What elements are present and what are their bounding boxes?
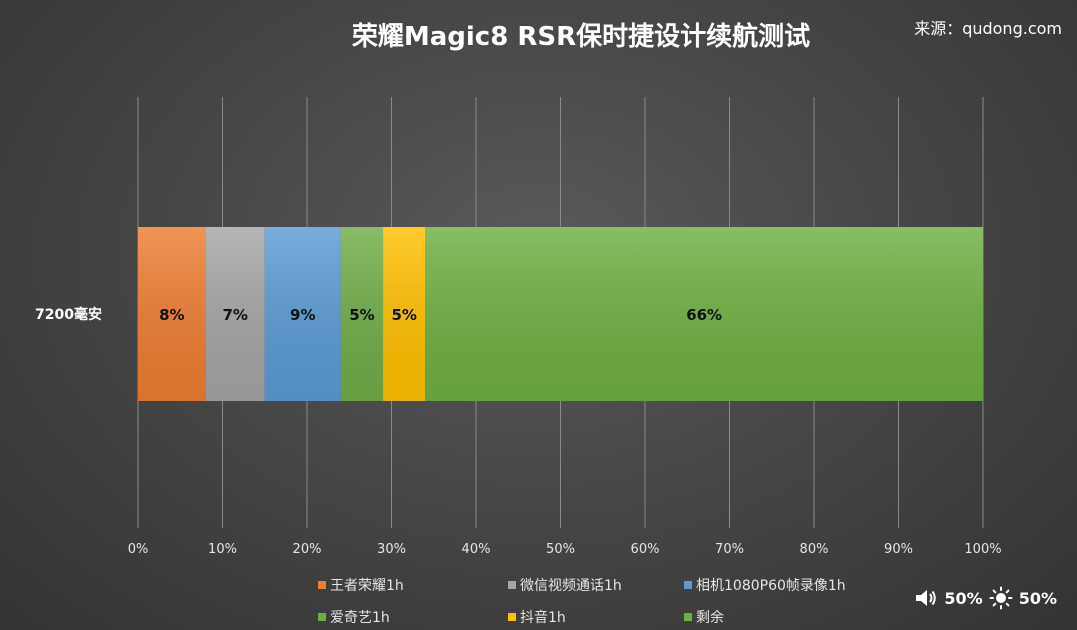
x-tick-label: 50%	[546, 542, 575, 557]
data-label: 9%	[290, 306, 315, 324]
bar-segment-shade	[264, 227, 341, 401]
legend-item: 王者荣耀1h	[318, 574, 508, 596]
x-tick-label: 40%	[462, 542, 491, 557]
bar-segment-shade	[425, 227, 983, 401]
chart-title: 荣耀Magic8 RSR保时捷设计续航测试	[351, 22, 811, 52]
bar-segment-shade	[383, 227, 426, 401]
legend-item: 爱奇艺1h	[318, 606, 508, 628]
x-tick-label: 70%	[715, 542, 744, 557]
legend-item: 剩余	[684, 606, 898, 628]
x-tick-label: 100%	[964, 542, 1001, 557]
legend-item: 微信视频通话1h	[508, 574, 684, 596]
x-tick-label: 0%	[128, 542, 149, 557]
data-label: 66%	[686, 306, 722, 324]
legend-label: 相机1080P60帧录像1h	[696, 578, 846, 594]
legend-swatch	[684, 613, 692, 621]
status-bar: 50% 50%	[914, 586, 1057, 610]
legend-swatch	[318, 581, 326, 589]
bar-segment-shade	[205, 227, 265, 401]
bar-segment-shade	[138, 227, 206, 401]
data-label: 7%	[222, 306, 247, 324]
legend-label: 抖音1h	[520, 610, 566, 626]
legend-swatch	[318, 613, 326, 621]
legend-label: 爱奇艺1h	[330, 610, 390, 626]
sun-icon	[989, 586, 1013, 610]
legend-label: 剩余	[696, 610, 724, 626]
legend-label: 微信视频通话1h	[520, 578, 622, 594]
x-tick-label: 60%	[631, 542, 660, 557]
volume-value: 50%	[944, 588, 983, 608]
x-tick-label: 80%	[800, 542, 829, 557]
y-category-label: 7200毫安	[35, 306, 102, 323]
legend-swatch	[684, 581, 692, 589]
source-label: 来源：qudong.com	[914, 19, 1062, 38]
x-tick-label: 90%	[884, 542, 913, 557]
bar-segment-shade	[340, 227, 384, 401]
x-tick-label: 20%	[293, 542, 322, 557]
data-label: 5%	[349, 306, 374, 324]
legend-item: 相机1080P60帧录像1h	[684, 574, 898, 596]
brightness-value: 50%	[1018, 588, 1057, 608]
legend: 王者荣耀1h 微信视频通话1h 相机1080P60帧录像1h 爱奇艺1h 抖音1h 剩余	[318, 574, 898, 628]
legend-swatch	[508, 613, 516, 621]
legend-label: 王者荣耀1h	[330, 578, 404, 594]
speaker-icon	[914, 586, 938, 610]
data-label: 5%	[391, 306, 416, 324]
data-label: 8%	[159, 306, 184, 324]
x-tick-label: 10%	[208, 542, 237, 557]
legend-item: 抖音1h	[508, 606, 684, 628]
legend-swatch	[508, 581, 516, 589]
x-tick-label: 30%	[377, 542, 406, 557]
